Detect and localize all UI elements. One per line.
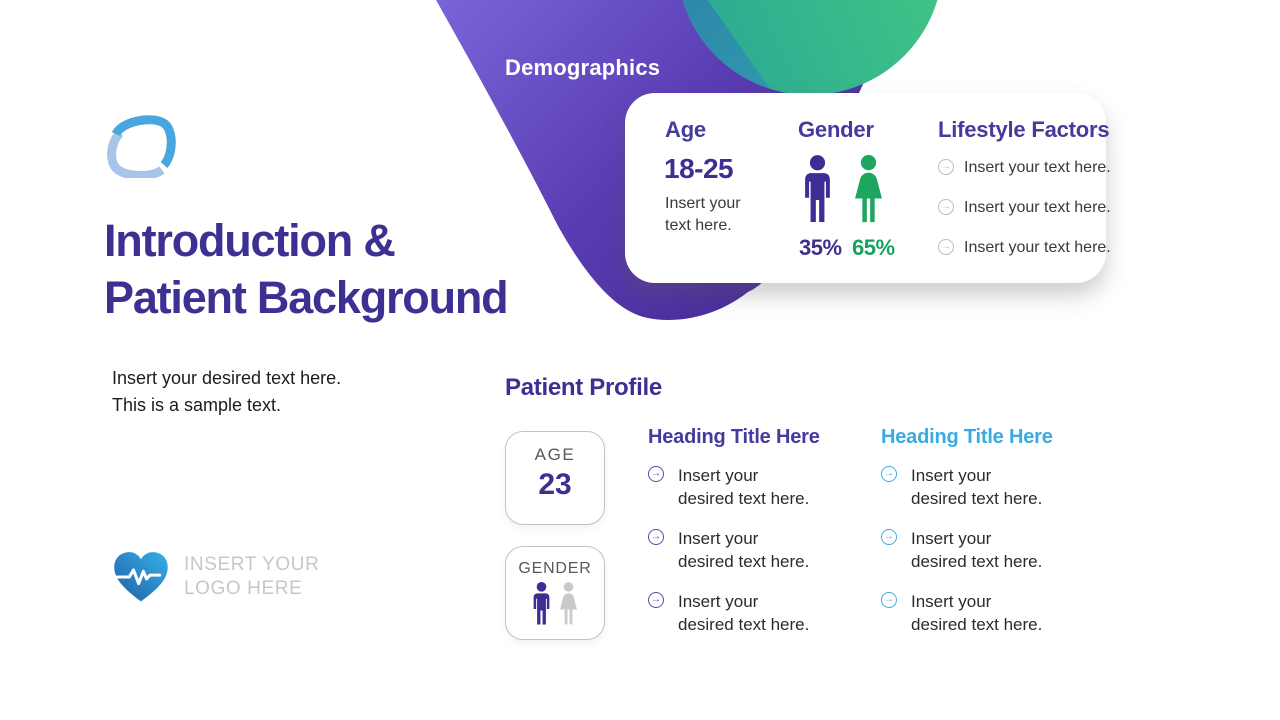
logo-placeholder-line1: INSERT YOUR	[184, 554, 320, 575]
page-title-line1: Introduction &	[104, 215, 396, 266]
intro-text-line2: This is a sample text.	[112, 395, 282, 415]
age-heading: Age	[665, 117, 706, 142]
circled-arrow-icon: →	[881, 592, 897, 608]
squircle-logo-icon	[107, 115, 176, 178]
list-item: → Insert your desired text here.	[648, 464, 858, 510]
circled-arrow-icon: →	[938, 239, 954, 255]
lifestyle-heading: Lifestyle Factors	[938, 117, 1110, 142]
list-item-line2: desired text here.	[911, 552, 1043, 571]
list-item-text: Insert your desired text here.	[911, 590, 1042, 636]
logo-placeholder-line2: LOGO HERE	[184, 578, 303, 599]
list-item-text: Insert your desired text here.	[911, 464, 1042, 510]
circled-arrow-icon: →	[938, 159, 954, 175]
demographics-ribbon-label: Demographics	[505, 55, 661, 80]
age-card-value: 23	[538, 468, 572, 501]
list-item-text: Insert your desired text here.	[678, 464, 809, 510]
circled-arrow-icon: →	[648, 529, 664, 545]
age-card-label: AGE	[534, 445, 576, 464]
logo-placeholder-text: INSERT YOUR LOGO HERE	[184, 553, 319, 601]
list-item-text: Insert your desired text here.	[678, 527, 809, 573]
age-description-line2: text here.	[665, 217, 732, 234]
list-item: → Insert your desired text here.	[881, 464, 1091, 510]
list-item-line1: Insert your	[911, 592, 992, 611]
list-item-line1: Insert your	[678, 592, 759, 611]
age-description: Insert your text here.	[665, 193, 741, 237]
lifestyle-item-text: Insert your text here.	[964, 199, 1111, 216]
male-person-icon	[805, 155, 830, 222]
female-person-icon	[559, 582, 577, 625]
list-item-line1: Insert your	[911, 529, 992, 548]
heart-pulse-icon	[114, 552, 168, 602]
gender-heading: Gender	[798, 117, 874, 142]
female-percentage: 65%	[852, 235, 895, 260]
profile-column1-list: → Insert your desired text here. → Inser…	[648, 464, 858, 653]
age-range-value: 18-25	[664, 153, 734, 184]
female-person-icon	[855, 155, 882, 223]
gender-card-icons	[531, 582, 580, 625]
male-percentage: 35%	[799, 235, 842, 260]
demographics-card: Age 18-25 Insert your text here. Gender …	[625, 93, 1111, 283]
profile-column2-heading: Heading Title Here	[881, 426, 1053, 448]
list-item-line2: desired text here.	[911, 489, 1043, 508]
list-item: → Insert your desired text here.	[648, 527, 858, 573]
page-title: Introduction & Patient Background	[104, 212, 509, 326]
profile-column1-heading: Heading Title Here	[648, 426, 820, 448]
profile-column2-list: → Insert your desired text here. → Inser…	[881, 464, 1091, 653]
circled-arrow-icon: →	[648, 466, 664, 482]
list-item: → Insert your desired text here.	[881, 590, 1091, 636]
list-item-line1: Insert your	[911, 466, 992, 485]
age-mini-card: AGE 23	[505, 431, 605, 525]
circled-arrow-icon: →	[881, 466, 897, 482]
age-description-line1: Insert your	[665, 195, 741, 212]
male-person-icon	[533, 582, 549, 625]
list-item-text: Insert your desired text here.	[678, 590, 809, 636]
list-item: → Insert your text here.	[938, 237, 1111, 258]
page-title-line2: Patient Background	[104, 272, 509, 323]
intro-text-line1: Insert your desired text here.	[112, 368, 342, 388]
lifestyle-item-text: Insert your text here.	[964, 239, 1111, 256]
list-item: → Insert your desired text here.	[881, 527, 1091, 573]
list-item-line1: Insert your	[678, 466, 759, 485]
list-item: → Insert your desired text here.	[648, 590, 858, 636]
list-item-line1: Insert your	[678, 529, 759, 548]
list-item: → Insert your text here.	[938, 197, 1111, 218]
lifestyle-bullet-list: → Insert your text here. → Insert your t…	[938, 157, 1111, 277]
list-item-line2: desired text here.	[911, 615, 1043, 634]
list-item-text: Insert your desired text here.	[911, 527, 1042, 573]
lifestyle-item-text: Insert your text here.	[964, 159, 1111, 176]
gender-mini-card: GENDER	[505, 546, 605, 640]
list-item-line2: desired text here.	[678, 552, 810, 571]
circled-arrow-icon: →	[881, 529, 897, 545]
patient-profile-heading: Patient Profile	[505, 374, 662, 401]
gender-card-label: GENDER	[518, 560, 592, 577]
intro-text: Insert your desired text here. This is a…	[112, 365, 341, 419]
list-item: → Insert your text here.	[938, 157, 1111, 178]
list-item-line2: desired text here.	[678, 615, 810, 634]
list-item-line2: desired text here.	[678, 489, 810, 508]
circled-arrow-icon: →	[938, 199, 954, 215]
circled-arrow-icon: →	[648, 592, 664, 608]
